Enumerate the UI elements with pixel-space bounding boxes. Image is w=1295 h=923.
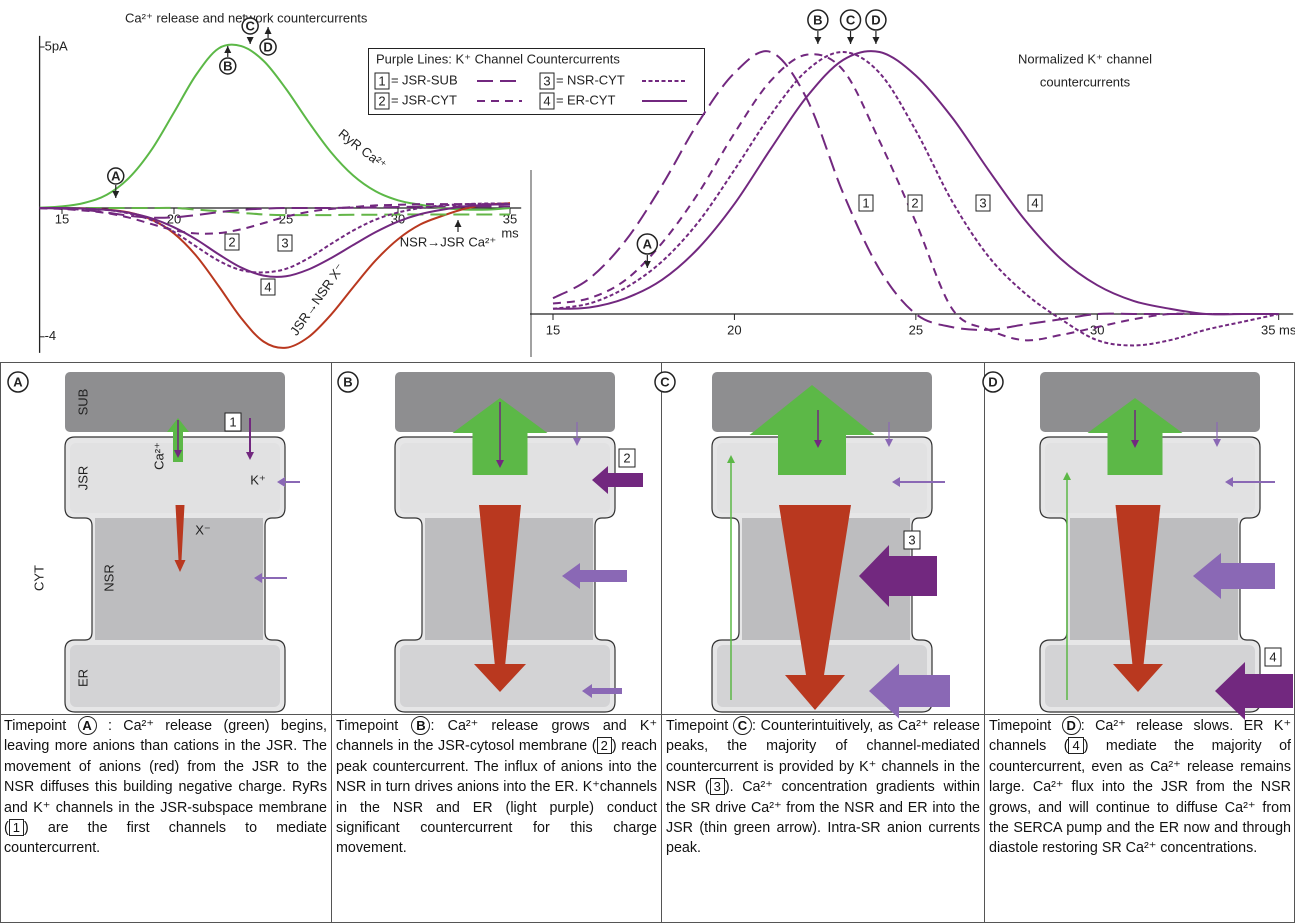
x-tick-label: 20 bbox=[727, 322, 741, 337]
panel-letter: B bbox=[343, 374, 352, 389]
legend-eq: = bbox=[391, 92, 399, 107]
number-label: 2 bbox=[378, 93, 385, 108]
compartment-label: NSR bbox=[101, 564, 116, 591]
number-label: 1 bbox=[862, 195, 869, 210]
compartment-label: K⁺ bbox=[250, 472, 266, 487]
x-unit: ms bbox=[501, 225, 519, 240]
caption-text: ) mediate the majority of countercurrent… bbox=[989, 738, 1291, 856]
series-label: NSR→JSR Ca²⁺ bbox=[400, 234, 496, 249]
arrowhead bbox=[455, 220, 462, 227]
x-tick-label: 30 bbox=[1090, 322, 1104, 337]
number-label: 3 bbox=[281, 235, 288, 250]
caption-letter: B bbox=[411, 716, 430, 735]
arrowhead bbox=[644, 261, 651, 268]
x-tick-label: 15 bbox=[55, 211, 69, 226]
figure: Ca²⁺ release and network countercurrents… bbox=[0, 0, 1295, 923]
compartment-label: X⁻ bbox=[195, 522, 211, 537]
compartment-label: Ca²⁺ bbox=[151, 442, 166, 470]
caption: Timepoint D: Ca²⁺ release slows. ER K⁺ c… bbox=[985, 716, 1295, 859]
x-tick-label: 15 bbox=[546, 322, 560, 337]
arrowhead bbox=[224, 46, 231, 53]
marker-label: B bbox=[813, 12, 822, 27]
caption-text: Timepoint bbox=[336, 718, 411, 734]
number-label: 4 bbox=[1269, 649, 1276, 664]
series-line bbox=[40, 203, 510, 348]
diagram: 2B bbox=[338, 372, 643, 712]
arrowhead bbox=[847, 37, 854, 44]
compartment-label: JSR bbox=[75, 466, 90, 491]
panel-letter: C bbox=[660, 374, 670, 389]
legend-label: JSR-SUB bbox=[402, 72, 458, 87]
marker-label: D bbox=[871, 12, 880, 27]
arrowhead bbox=[814, 37, 821, 44]
caption: Timepoint C: Counterintuitively, as Ca²⁺… bbox=[662, 716, 984, 859]
caption-letter: C bbox=[733, 716, 752, 735]
y-tick-label: 5pA bbox=[45, 38, 68, 53]
caption-text: : Ca²⁺ release (green) begins, leaving m… bbox=[4, 718, 327, 836]
series-label: JSR→NSR X⁻ bbox=[287, 261, 348, 339]
arrowhead bbox=[247, 37, 254, 44]
legend-label: JSR-CYT bbox=[402, 92, 457, 107]
chart-title: countercurrents bbox=[1040, 74, 1131, 89]
marker-label: C bbox=[245, 18, 255, 33]
compartment-label: ER bbox=[75, 669, 90, 687]
x-tick-label: 35 ms bbox=[1261, 322, 1295, 337]
legend-eq: = bbox=[391, 72, 399, 87]
number-label: 1 bbox=[378, 73, 385, 88]
panel-letter: D bbox=[988, 374, 997, 389]
marker-label: D bbox=[263, 39, 272, 54]
caption-box: 1 bbox=[9, 819, 24, 836]
caption-letter: A bbox=[78, 716, 97, 735]
legend-title: Purple Lines: K⁺ Channel Countercurrents bbox=[376, 51, 620, 66]
chart-title: Normalized K⁺ channel bbox=[1018, 51, 1152, 66]
marker-label: C bbox=[846, 12, 856, 27]
caption: Timepoint A : Ca²⁺ release (green) begin… bbox=[0, 716, 331, 859]
caption-letter: D bbox=[1062, 716, 1081, 735]
caption-box: 3 bbox=[710, 778, 725, 795]
number-label: 4 bbox=[1031, 195, 1038, 210]
number-label: 4 bbox=[264, 279, 271, 294]
compartment-label: SUB bbox=[75, 389, 90, 416]
caption-text: Timepoint bbox=[4, 718, 78, 734]
panel-letter: A bbox=[13, 374, 23, 389]
number-label: 2 bbox=[911, 195, 918, 210]
arrowhead bbox=[872, 37, 879, 44]
number-label: 3 bbox=[979, 195, 986, 210]
diagram: 4D bbox=[983, 372, 1293, 720]
caption-box: 4 bbox=[1068, 737, 1083, 754]
caption-text: ) are the first channels to mediate coun… bbox=[4, 820, 327, 856]
marker-label: A bbox=[643, 236, 653, 251]
caption-text: Timepoint bbox=[666, 718, 733, 734]
diagram: 3C bbox=[655, 372, 950, 719]
er bbox=[70, 645, 280, 707]
number-label: 2 bbox=[623, 450, 630, 465]
marker-label: A bbox=[111, 168, 121, 183]
legend-label: ER-CYT bbox=[567, 92, 615, 107]
legend-label: NSR-CYT bbox=[567, 72, 625, 87]
legend-eq: = bbox=[556, 72, 564, 87]
compartment-label: CYT bbox=[31, 565, 46, 591]
diagram: 1 A SUB JSR NSR ER CYT Ca²⁺ K⁺ X⁻ bbox=[8, 372, 300, 712]
arrowhead bbox=[112, 191, 119, 198]
arrowhead bbox=[265, 27, 272, 34]
number-label: 4 bbox=[543, 93, 550, 108]
x-tick-label: 25 bbox=[909, 322, 923, 337]
number-label: 1 bbox=[229, 414, 236, 429]
caption-text: Timepoint bbox=[989, 718, 1062, 734]
caption: Timepoint B: Ca²⁺ release grows and K⁺ c… bbox=[332, 716, 661, 859]
legend-eq: = bbox=[556, 92, 564, 107]
number-label: 3 bbox=[543, 73, 550, 88]
marker-label: B bbox=[223, 58, 232, 73]
number-label: 3 bbox=[908, 532, 915, 547]
number-label: 2 bbox=[228, 234, 235, 249]
caption-text: ) reach peak countercurrent. The influx … bbox=[336, 738, 657, 856]
y-tick-label: -4 bbox=[45, 328, 57, 343]
caption-box: 2 bbox=[597, 737, 612, 754]
